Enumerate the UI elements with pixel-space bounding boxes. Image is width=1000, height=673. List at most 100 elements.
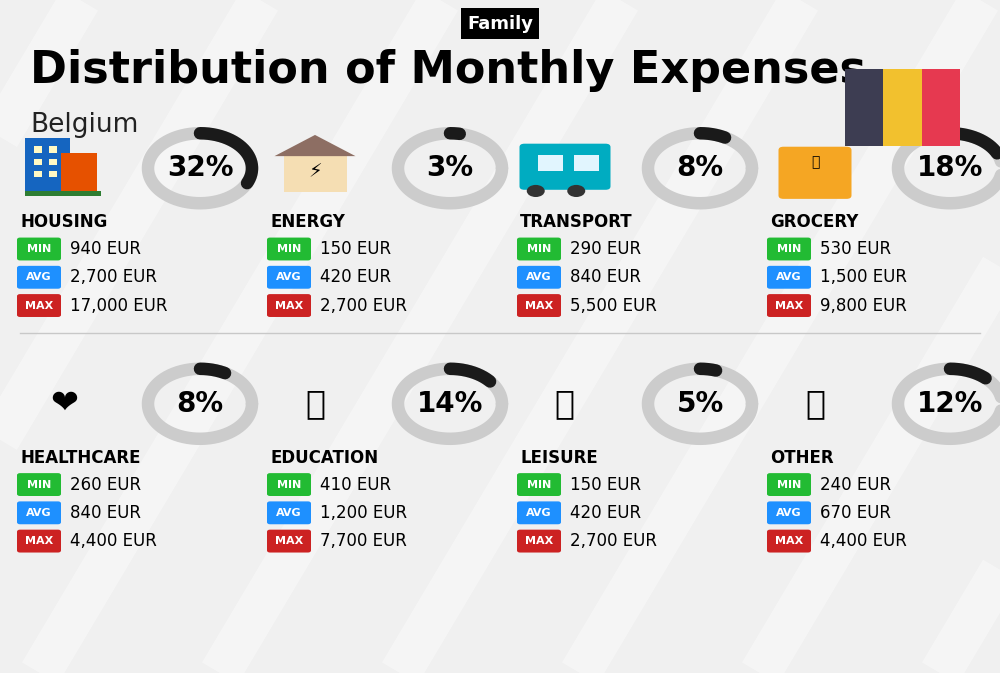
Text: AVG: AVG <box>526 273 552 282</box>
Text: MAX: MAX <box>775 301 803 310</box>
Text: 240 EUR: 240 EUR <box>820 476 891 493</box>
Text: 260 EUR: 260 EUR <box>70 476 141 493</box>
Text: HEALTHCARE: HEALTHCARE <box>20 449 140 466</box>
Text: AVG: AVG <box>276 508 302 518</box>
FancyBboxPatch shape <box>778 147 851 199</box>
FancyBboxPatch shape <box>267 238 311 260</box>
Circle shape <box>527 185 545 197</box>
FancyBboxPatch shape <box>24 191 101 195</box>
Text: MIN: MIN <box>527 480 551 489</box>
Text: MAX: MAX <box>775 536 803 546</box>
FancyBboxPatch shape <box>767 473 811 496</box>
Text: AVG: AVG <box>276 273 302 282</box>
FancyBboxPatch shape <box>517 266 561 289</box>
FancyBboxPatch shape <box>17 473 61 496</box>
Text: MIN: MIN <box>527 244 551 254</box>
Text: AVG: AVG <box>26 508 52 518</box>
Text: MIN: MIN <box>277 244 301 254</box>
Circle shape <box>567 185 585 197</box>
FancyBboxPatch shape <box>520 144 610 190</box>
Text: 14%: 14% <box>417 390 483 418</box>
FancyBboxPatch shape <box>17 266 61 289</box>
FancyBboxPatch shape <box>34 159 42 166</box>
FancyBboxPatch shape <box>767 501 811 524</box>
FancyBboxPatch shape <box>538 155 563 171</box>
FancyBboxPatch shape <box>49 159 57 166</box>
Text: 2,700 EUR: 2,700 EUR <box>70 269 157 286</box>
Text: HOUSING: HOUSING <box>20 213 107 231</box>
Text: TRANSPORT: TRANSPORT <box>520 213 633 231</box>
Text: 🎓: 🎓 <box>305 387 325 421</box>
Text: 7,700 EUR: 7,700 EUR <box>320 532 407 550</box>
Text: MIN: MIN <box>27 244 51 254</box>
Text: AVG: AVG <box>776 508 802 518</box>
Text: 410 EUR: 410 EUR <box>320 476 391 493</box>
Text: 150 EUR: 150 EUR <box>570 476 641 493</box>
Text: 150 EUR: 150 EUR <box>320 240 391 258</box>
FancyBboxPatch shape <box>267 473 311 496</box>
FancyBboxPatch shape <box>267 530 311 553</box>
Polygon shape <box>274 135 356 156</box>
FancyBboxPatch shape <box>767 294 811 317</box>
Text: AVG: AVG <box>526 508 552 518</box>
Text: 940 EUR: 940 EUR <box>70 240 141 258</box>
Text: LEISURE: LEISURE <box>520 449 598 466</box>
Text: Family: Family <box>467 15 533 32</box>
FancyBboxPatch shape <box>922 69 960 147</box>
Text: 8%: 8% <box>176 390 224 418</box>
Text: ENERGY: ENERGY <box>270 213 345 231</box>
Text: 1,500 EUR: 1,500 EUR <box>820 269 907 286</box>
Text: 🛍️: 🛍️ <box>555 387 575 421</box>
Text: 3%: 3% <box>426 154 474 182</box>
Text: Belgium: Belgium <box>30 112 138 137</box>
FancyBboxPatch shape <box>17 501 61 524</box>
FancyBboxPatch shape <box>517 501 561 524</box>
Text: GROCERY: GROCERY <box>770 213 858 231</box>
FancyBboxPatch shape <box>267 294 311 317</box>
FancyBboxPatch shape <box>767 266 811 289</box>
Text: 🥦: 🥦 <box>811 155 819 169</box>
Text: 18%: 18% <box>917 154 983 182</box>
Text: MAX: MAX <box>275 301 303 310</box>
FancyBboxPatch shape <box>767 238 811 260</box>
Text: Distribution of Monthly Expenses: Distribution of Monthly Expenses <box>30 49 866 92</box>
Text: AVG: AVG <box>26 273 52 282</box>
Text: 32%: 32% <box>167 154 233 182</box>
Text: MAX: MAX <box>525 301 553 310</box>
FancyBboxPatch shape <box>17 294 61 317</box>
FancyBboxPatch shape <box>517 294 561 317</box>
FancyBboxPatch shape <box>49 171 57 177</box>
FancyBboxPatch shape <box>17 238 61 260</box>
Text: 840 EUR: 840 EUR <box>570 269 641 286</box>
Text: 17,000 EUR: 17,000 EUR <box>70 297 168 314</box>
FancyBboxPatch shape <box>17 530 61 553</box>
Text: 670 EUR: 670 EUR <box>820 504 891 522</box>
Text: MIN: MIN <box>777 244 801 254</box>
Text: ⚡: ⚡ <box>308 162 322 181</box>
FancyBboxPatch shape <box>34 147 42 153</box>
FancyBboxPatch shape <box>517 473 561 496</box>
Text: EDUCATION: EDUCATION <box>270 449 378 466</box>
Text: ❤️: ❤️ <box>51 387 79 421</box>
Text: 9,800 EUR: 9,800 EUR <box>820 297 907 314</box>
Text: 420 EUR: 420 EUR <box>320 269 391 286</box>
FancyBboxPatch shape <box>517 238 561 260</box>
FancyBboxPatch shape <box>284 156 347 192</box>
Text: 2,700 EUR: 2,700 EUR <box>320 297 407 314</box>
FancyBboxPatch shape <box>34 171 42 177</box>
Text: MIN: MIN <box>27 480 51 489</box>
FancyBboxPatch shape <box>24 138 70 192</box>
FancyBboxPatch shape <box>767 530 811 553</box>
Text: 530 EUR: 530 EUR <box>820 240 891 258</box>
Text: 5,500 EUR: 5,500 EUR <box>570 297 657 314</box>
Text: 4,400 EUR: 4,400 EUR <box>820 532 907 550</box>
Text: MIN: MIN <box>277 480 301 489</box>
FancyBboxPatch shape <box>49 147 57 153</box>
Text: 8%: 8% <box>676 154 724 182</box>
Text: AVG: AVG <box>776 273 802 282</box>
Text: MAX: MAX <box>275 536 303 546</box>
FancyBboxPatch shape <box>517 530 561 553</box>
Text: 5%: 5% <box>676 390 724 418</box>
Text: MAX: MAX <box>25 301 53 310</box>
FancyBboxPatch shape <box>267 266 311 289</box>
